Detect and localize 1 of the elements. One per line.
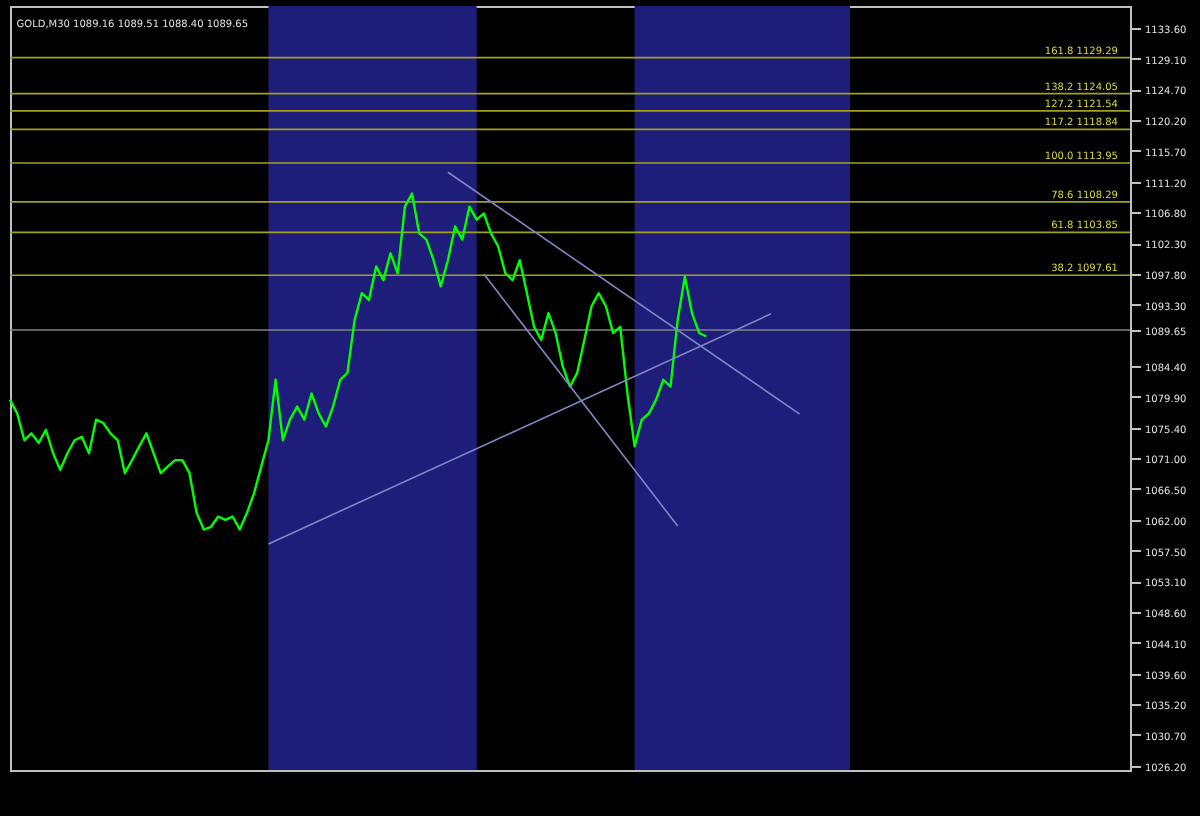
line-series	[8, 192, 708, 531]
